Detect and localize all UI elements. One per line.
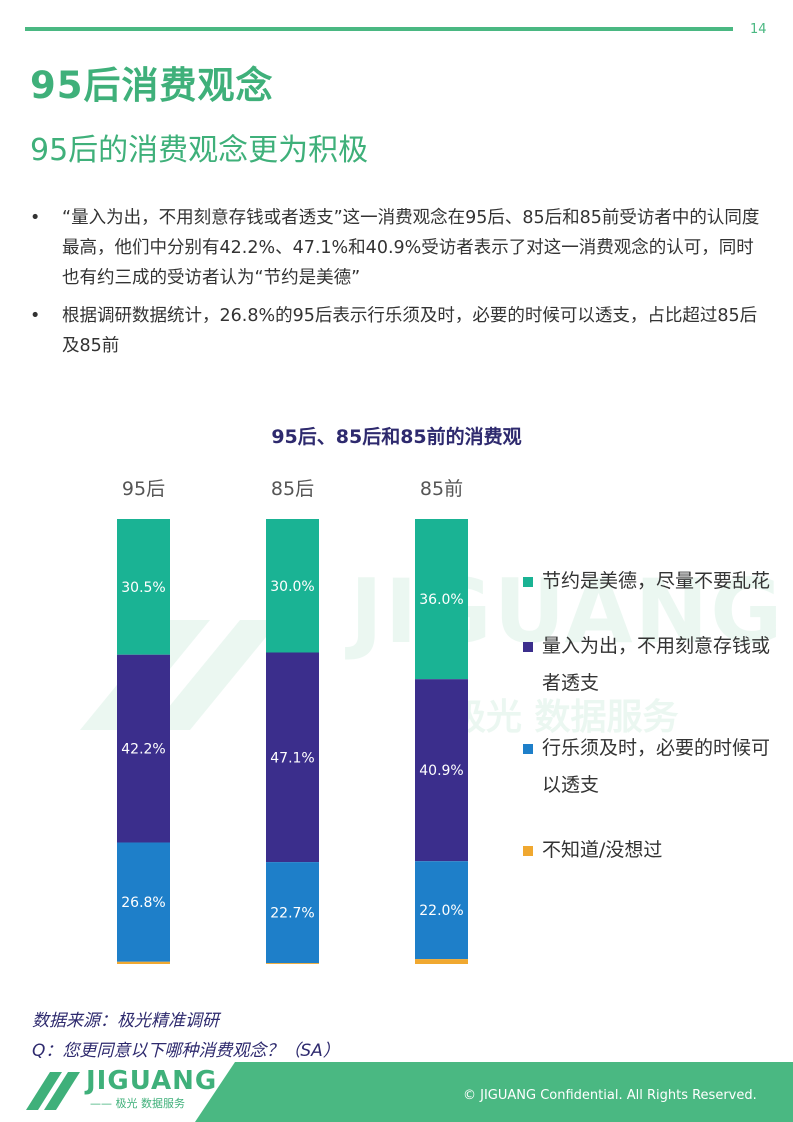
bar-segment: [266, 652, 319, 863]
bar-segment: [415, 519, 468, 680]
data-source-note: 数据来源：极光精准调研 Q：您更同意以下哪种消费观念？（SA）: [32, 1006, 340, 1066]
footer-logo: JIGUANG —— 极光 数据服务: [24, 1066, 224, 1114]
bar-segment: [117, 519, 170, 655]
bullet-item: • “量入为出，不用刻意存钱或者透支”这一消费观念在95后、85后和85前受访者…: [30, 203, 770, 293]
bar-segment: [415, 679, 468, 862]
bullet-item: • 根据调研数据统计，26.8%的95后表示行乐须及时，必要的时候可以透支，占比…: [30, 301, 770, 361]
legend-item: 行乐须及时，必要的时候可以透支: [520, 730, 780, 804]
page-subtitle: 95后的消费观念更为积极: [30, 133, 369, 168]
logo-text: JIGUANG: [86, 1066, 218, 1096]
data-label: 30.0%: [270, 579, 314, 595]
category-label: 95后: [122, 478, 165, 500]
bullet-list: • “量入为出，不用刻意存钱或者透支”这一消费观念在95后、85后和85前受访者…: [30, 203, 770, 369]
bar-segment: [266, 963, 319, 964]
data-label: 36.0%: [419, 592, 463, 608]
bar-segment: [266, 519, 319, 653]
legend-label: 不知道/没想过: [542, 839, 663, 861]
bar-segment: [117, 961, 170, 964]
bullet-dot: •: [30, 306, 41, 326]
legend-swatch: [523, 577, 533, 587]
chart-legend: 节约是美德，尽量不要乱花 量入为出，不用刻意存钱或者透支 行乐须及时，必要的时候…: [520, 563, 780, 869]
legend-label: 行乐须及时，必要的时候可以透支: [542, 737, 771, 796]
jiguang-logo-icon: [26, 1072, 80, 1110]
copyright-text: © JIGUANG Confidential. All Rights Reser…: [463, 1088, 757, 1103]
bar-segment: [117, 654, 170, 843]
page-title: 95后消费观念: [30, 64, 274, 107]
legend-swatch: [523, 642, 533, 652]
data-label: 30.5%: [121, 580, 165, 596]
stacked-bar-chart: 95后 30.5% 42.2% 26.8% 85后 30.0% 47.1% 22.7% 85前 3…: [117, 478, 468, 964]
bar-segment: [415, 861, 468, 960]
legend-item: 不知道/没想过: [520, 832, 780, 869]
watermark-subtext: 极光 数据服务: [450, 697, 679, 738]
data-label: 47.1%: [270, 750, 314, 766]
legend-label: 节约是美德，尽量不要乱花: [542, 570, 771, 592]
bullet-dot: •: [30, 208, 41, 228]
legend-label: 量入为出，不用刻意存钱或者透支: [542, 635, 771, 694]
page-number: 14: [750, 22, 767, 37]
question-text: Q：您更同意以下哪种消费观念？（SA）: [32, 1041, 340, 1061]
bar-segment: [415, 959, 468, 964]
legend-swatch: [523, 744, 533, 754]
data-label: 22.0%: [419, 903, 463, 919]
bullet-text: 根据调研数据统计，26.8%的95后表示行乐须及时，必要的时候可以透支，占比超过…: [62, 306, 758, 356]
legend-item: 节约是美德，尽量不要乱花: [520, 563, 780, 600]
data-label: 26.8%: [121, 895, 165, 911]
source-text: 数据来源：极光精准调研: [32, 1011, 219, 1031]
logo-subtext: —— 极光 数据服务: [90, 1097, 185, 1110]
category-label: 85前: [420, 478, 463, 500]
legend-swatch: [523, 846, 533, 856]
footer-band: [195, 1062, 793, 1122]
data-label: 40.9%: [419, 763, 463, 779]
bar-segment: [266, 862, 319, 964]
category-label: 85后: [271, 478, 314, 500]
data-label: 22.7%: [270, 906, 314, 922]
bar-segment: [117, 842, 170, 962]
data-label: 42.2%: [121, 742, 165, 758]
bullet-text: “量入为出，不用刻意存钱或者透支”这一消费观念在95后、85后和85前受访者中的…: [62, 208, 760, 288]
chart-title: 95后、85后和85前的消费观: [271, 426, 522, 448]
header-rule: [25, 27, 733, 31]
legend-item: 量入为出，不用刻意存钱或者透支: [520, 628, 780, 702]
